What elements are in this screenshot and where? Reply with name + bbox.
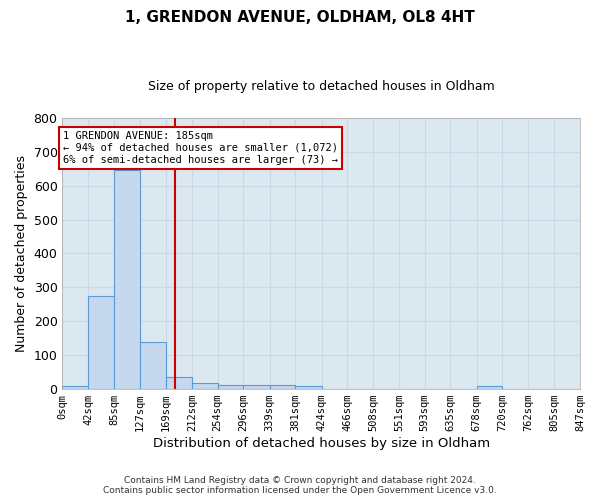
Text: Contains HM Land Registry data © Crown copyright and database right 2024.
Contai: Contains HM Land Registry data © Crown c… [103,476,497,495]
Bar [62,386,88,389]
Y-axis label: Number of detached properties: Number of detached properties [15,155,28,352]
Text: 1 GRENDON AVENUE: 185sqm
← 94% of detached houses are smaller (1,072)
6% of semi: 1 GRENDON AVENUE: 185sqm ← 94% of detach… [63,132,338,164]
X-axis label: Distribution of detached houses by size in Oldham: Distribution of detached houses by size … [152,437,490,450]
Bar [192,383,218,389]
Text: 1, GRENDON AVENUE, OLDHAM, OL8 4HT: 1, GRENDON AVENUE, OLDHAM, OL8 4HT [125,10,475,25]
Bar [243,386,269,389]
Bar [140,342,166,389]
Bar [218,385,243,389]
Bar [269,386,295,389]
Bar [115,170,140,389]
Title: Size of property relative to detached houses in Oldham: Size of property relative to detached ho… [148,80,494,93]
Bar [88,296,115,389]
Bar [477,386,502,389]
Bar [166,376,192,389]
Bar [295,386,322,389]
